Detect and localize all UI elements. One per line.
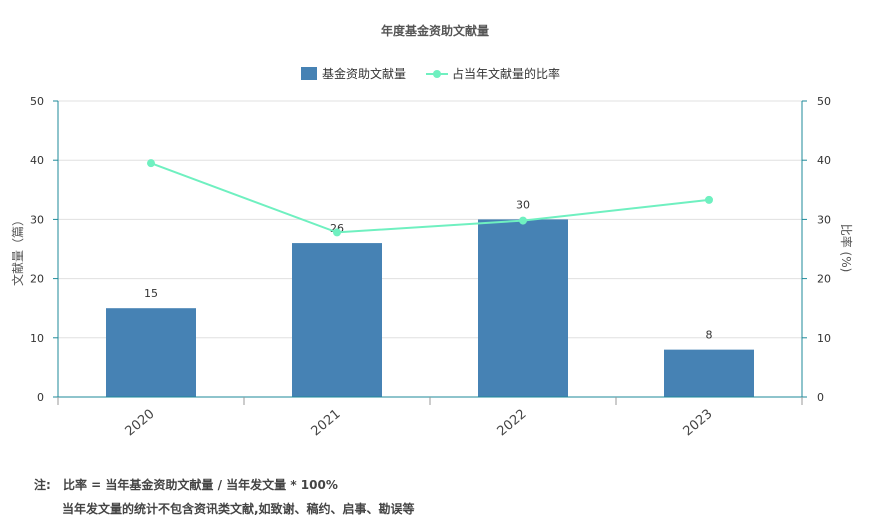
legend-bar-swatch xyxy=(301,67,317,80)
line-point xyxy=(519,216,527,225)
bar xyxy=(292,243,382,397)
x-tick-label: 2022 xyxy=(495,407,530,440)
x-axis-ticks: 2020 2021 2022 2023 xyxy=(57,397,803,440)
bar-series xyxy=(106,219,754,397)
y2-tick-label: 50 xyxy=(817,95,831,108)
line-point xyxy=(333,228,341,237)
legend-item-line[interactable]: 占当年文献量的比率 xyxy=(426,66,560,81)
legend-line-marker xyxy=(433,70,441,78)
bar xyxy=(478,219,568,397)
legend-line-label: 占当年文献量的比率 xyxy=(452,66,560,81)
bar-value-label: 30 xyxy=(516,198,530,211)
y-axis-right-label: 比率 (%) xyxy=(839,224,854,273)
bar xyxy=(106,308,196,397)
line-point xyxy=(705,195,713,204)
legend-bar-label: 基金资助文献量 xyxy=(322,66,406,81)
line-series xyxy=(147,159,713,237)
chart-canvas: 年度基金资助文献量 基金资助文献量 占当年文献量的比率 1526308 0102… xyxy=(10,23,854,440)
footnote-line-1: 注: 比率 = 当年基金资助文献量 / 当年发文量 * 100% xyxy=(34,476,338,493)
footnote-label: 注: xyxy=(34,478,51,492)
legend-item-bar[interactable]: 基金资助文献量 xyxy=(301,66,406,81)
line-path xyxy=(150,162,710,234)
y2-tick-label: 40 xyxy=(817,154,831,167)
x-tick-label: 2023 xyxy=(681,407,716,440)
y2-tick-label: 20 xyxy=(817,273,831,286)
y-tick-label: 30 xyxy=(30,213,44,226)
y2-tick-label: 10 xyxy=(817,332,831,345)
x-tick-label: 2020 xyxy=(123,407,158,440)
legend[interactable]: 基金资助文献量 占当年文献量的比率 xyxy=(301,66,560,81)
y-axis-left-ticks: 0 10 20 30 40 50 xyxy=(30,95,58,404)
x-tick-label: 2021 xyxy=(309,407,344,440)
y-axis-right-ticks: 0 10 20 30 40 50 xyxy=(802,95,831,404)
footnote-line-2: 当年发文量的统计不包含资讯类文献,如致谢、稿约、启事、勘误等 xyxy=(62,502,415,516)
y-tick-label: 0 xyxy=(37,391,44,404)
chart-title: 年度基金资助文献量 xyxy=(381,23,489,38)
bar xyxy=(664,349,754,397)
y2-tick-label: 0 xyxy=(817,391,824,404)
y-axis-left-label: 文献量（篇） xyxy=(10,214,25,286)
line-point xyxy=(147,159,155,168)
bar-value-label: 8 xyxy=(706,329,713,342)
y-tick-label: 50 xyxy=(30,95,44,108)
y-tick-label: 20 xyxy=(30,273,44,286)
footnote-formula: 比率 = 当年基金资助文献量 / 当年发文量 * 100% xyxy=(63,478,338,492)
y2-tick-label: 30 xyxy=(817,213,831,226)
grid-lines xyxy=(58,100,802,339)
bar-value-label: 15 xyxy=(144,287,158,300)
y-tick-label: 10 xyxy=(30,332,44,345)
y-tick-label: 40 xyxy=(30,154,44,167)
